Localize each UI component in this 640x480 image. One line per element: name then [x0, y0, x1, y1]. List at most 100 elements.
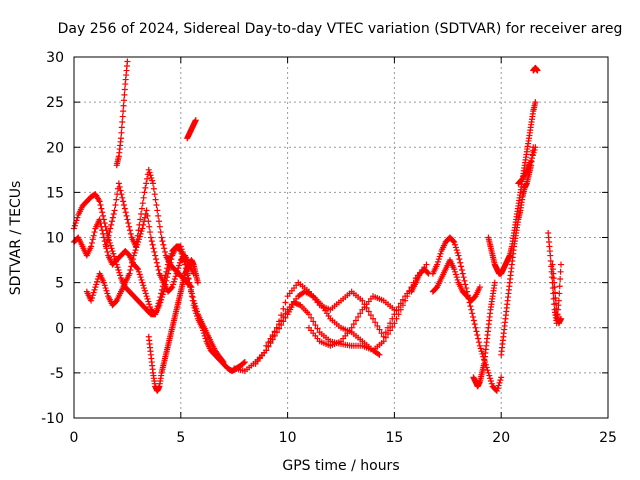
data-point: [127, 266, 134, 273]
data-point: [122, 209, 129, 216]
series-arc-m: [429, 257, 483, 304]
data-point: [146, 223, 153, 230]
series-arc-i: [252, 261, 430, 367]
data-point: [153, 259, 160, 266]
data-point: [92, 284, 99, 291]
data-point: [193, 305, 200, 312]
data-point: [273, 324, 280, 331]
plot-frame: [73, 56, 609, 419]
data-point: [478, 348, 485, 355]
data-point: [493, 387, 500, 394]
data-point: [437, 250, 444, 257]
series-arc-f: [113, 58, 131, 169]
data-point: [143, 180, 150, 187]
data-point: [451, 266, 458, 273]
data-point: [145, 218, 152, 225]
data-point: [99, 209, 106, 216]
data-point: [135, 239, 142, 246]
data-point: [108, 245, 115, 252]
data-point: [372, 319, 379, 326]
data-point: [146, 301, 153, 308]
data-point: [280, 305, 287, 312]
data-point: [104, 236, 111, 243]
data-point: [144, 212, 151, 219]
data-point: [120, 102, 127, 109]
data-point: [130, 252, 137, 259]
data-point: [192, 303, 199, 310]
data-point: [106, 229, 113, 236]
data-point: [495, 382, 502, 389]
data-point: [191, 300, 198, 307]
data-point: [455, 252, 462, 259]
data-point: [276, 318, 283, 325]
data-point: [534, 67, 541, 74]
data-point: [474, 331, 481, 338]
data-point: [192, 117, 199, 124]
data-point: [380, 333, 387, 340]
data-point: [194, 279, 201, 286]
data-point: [134, 232, 141, 239]
data-point: [453, 247, 460, 254]
data-point: [357, 310, 364, 317]
data-point: [188, 290, 195, 297]
data-point: [111, 253, 118, 260]
data-point: [115, 180, 122, 187]
data-point: [121, 91, 128, 98]
data-point: [529, 152, 536, 159]
data-point: [126, 270, 133, 277]
data-point: [435, 256, 442, 263]
data-point: [399, 296, 406, 303]
data-point: [485, 369, 492, 376]
data-point: [88, 243, 95, 250]
data-point: [111, 207, 118, 214]
data-point: [144, 295, 151, 302]
data-point: [100, 279, 107, 286]
data-point: [458, 266, 465, 273]
data-point: [143, 293, 150, 300]
data-point: [530, 149, 537, 156]
axis-ticks: -10 -5 0 5 10 15 20 25 30 0 5 10 15 20 25: [41, 50, 617, 446]
data-point: [278, 312, 285, 319]
x-tick-label: 25: [599, 430, 617, 446]
data-point: [552, 289, 559, 296]
data-point: [397, 300, 404, 307]
data-point: [133, 238, 140, 245]
data-point: [107, 242, 114, 249]
data-point: [462, 281, 469, 288]
data-point: [155, 212, 162, 219]
x-tick-label: 10: [279, 430, 297, 446]
series-arc-e: [145, 257, 201, 394]
data-point: [147, 234, 154, 241]
data-point: [121, 205, 128, 212]
data-point: [470, 313, 477, 320]
data-point: [118, 191, 125, 198]
data-point: [156, 297, 163, 304]
data-point: [314, 325, 321, 332]
data-point: [126, 227, 133, 234]
data-point: [124, 216, 131, 223]
data-point: [220, 359, 227, 366]
data-point: [102, 223, 109, 230]
data-point: [451, 239, 458, 246]
data-point: [269, 331, 276, 338]
data-point: [138, 205, 145, 212]
data-point: [355, 313, 362, 320]
data-point: [71, 222, 78, 229]
data-point: [158, 234, 165, 241]
data-point: [112, 256, 119, 263]
data-point: [348, 324, 355, 331]
data-point: [487, 375, 494, 382]
data-point: [138, 276, 145, 283]
data-point: [453, 274, 460, 281]
data-point: [475, 339, 482, 346]
data-point: [468, 306, 475, 313]
y-tick-label: 15: [46, 185, 64, 201]
data-point: [387, 320, 394, 327]
data-point: [476, 284, 483, 291]
data-point: [105, 232, 112, 239]
data-point: [159, 238, 166, 245]
data-point: [172, 273, 179, 280]
data-point: [359, 297, 366, 304]
data-point: [555, 297, 562, 304]
data-point: [152, 311, 159, 318]
